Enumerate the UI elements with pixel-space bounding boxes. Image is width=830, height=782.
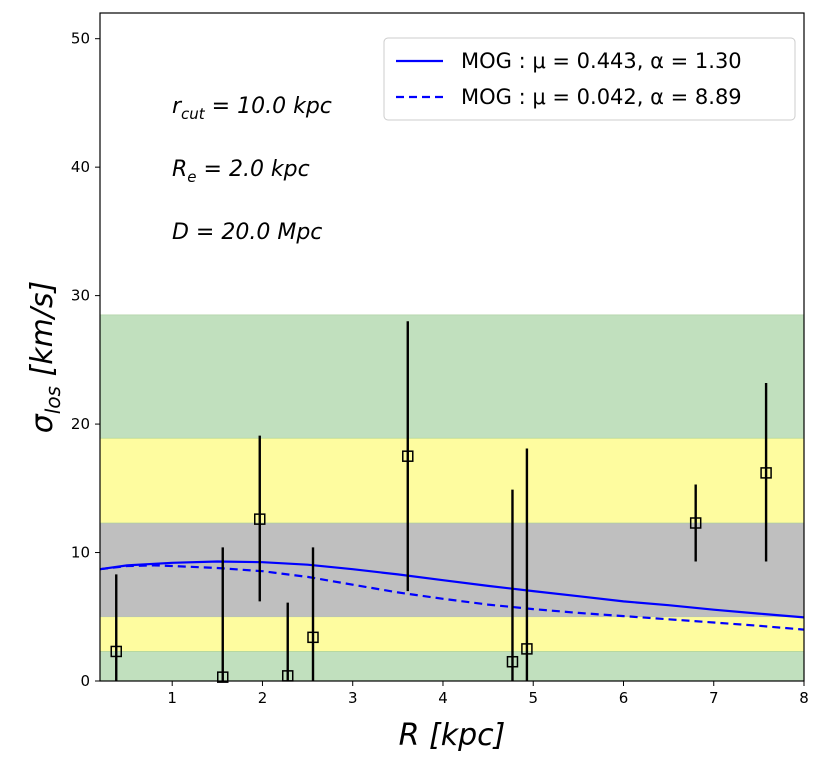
x-tick-label-3: 3 bbox=[348, 689, 358, 707]
legend: MOG : μ = 0.443, α = 1.30 MOG : μ = 0.04… bbox=[383, 37, 796, 121]
data-point-0 bbox=[110, 645, 122, 658]
x-tick-label-7: 7 bbox=[709, 689, 719, 707]
data-point-2 bbox=[254, 513, 266, 525]
confidence-bands bbox=[99, 314, 805, 682]
y-tick-label-10: 10 bbox=[71, 544, 90, 562]
legend-box bbox=[383, 37, 796, 121]
y-tick-label-50: 50 bbox=[71, 30, 90, 48]
data-point-7 bbox=[521, 643, 533, 655]
mog-curve-solid bbox=[99, 560, 805, 619]
legend-label-solid: MOG : μ = 0.443, α = 1.30 bbox=[461, 49, 742, 73]
band-4 bbox=[99, 314, 805, 439]
y-tick-label-20: 20 bbox=[71, 415, 90, 433]
y-tick-label-40: 40 bbox=[71, 158, 90, 176]
data-point-6 bbox=[506, 655, 519, 668]
data-points bbox=[110, 321, 772, 683]
plot-frame bbox=[99, 12, 805, 682]
model-curves bbox=[99, 560, 805, 631]
x-axis-ticks: 1 2 3 4 5 6 7 8 bbox=[167, 681, 809, 707]
legend-label-dashed: MOG : μ = 0.042, α = 8.89 bbox=[461, 85, 742, 109]
band-3 bbox=[99, 437, 805, 524]
x-axis-label: R [kpc] bbox=[399, 718, 506, 753]
x-tick-label-5: 5 bbox=[528, 689, 538, 707]
annotation-rcut: rcut = 10.0 kpc bbox=[172, 94, 332, 123]
x-tick-label-1: 1 bbox=[167, 689, 177, 707]
x-tick-label-6: 6 bbox=[619, 689, 629, 707]
y-axis-label: σlos [km/s] bbox=[25, 281, 65, 434]
mog-curve-dashed bbox=[99, 564, 805, 631]
data-point-4 bbox=[307, 631, 319, 644]
data-point-8 bbox=[689, 517, 702, 529]
y-tick-label-30: 30 bbox=[71, 287, 90, 305]
y-axis-ticks: 0 10 20 30 40 50 bbox=[71, 30, 100, 690]
band-1 bbox=[99, 616, 805, 652]
x-tick-label-4: 4 bbox=[438, 689, 448, 707]
data-point-1 bbox=[216, 671, 229, 683]
band-2 bbox=[100, 522, 804, 617]
x-tick-label-2: 2 bbox=[258, 689, 268, 707]
data-point-5 bbox=[402, 450, 414, 462]
y-tick-label-0: 0 bbox=[80, 672, 90, 690]
annotation-re: Re = 2.0 kpc bbox=[172, 157, 310, 186]
annotation-distance: D = 20.0 Mpc bbox=[172, 220, 322, 245]
band-0 bbox=[99, 651, 805, 682]
x-tick-label-8: 8 bbox=[799, 689, 809, 707]
data-point-9 bbox=[760, 467, 772, 479]
